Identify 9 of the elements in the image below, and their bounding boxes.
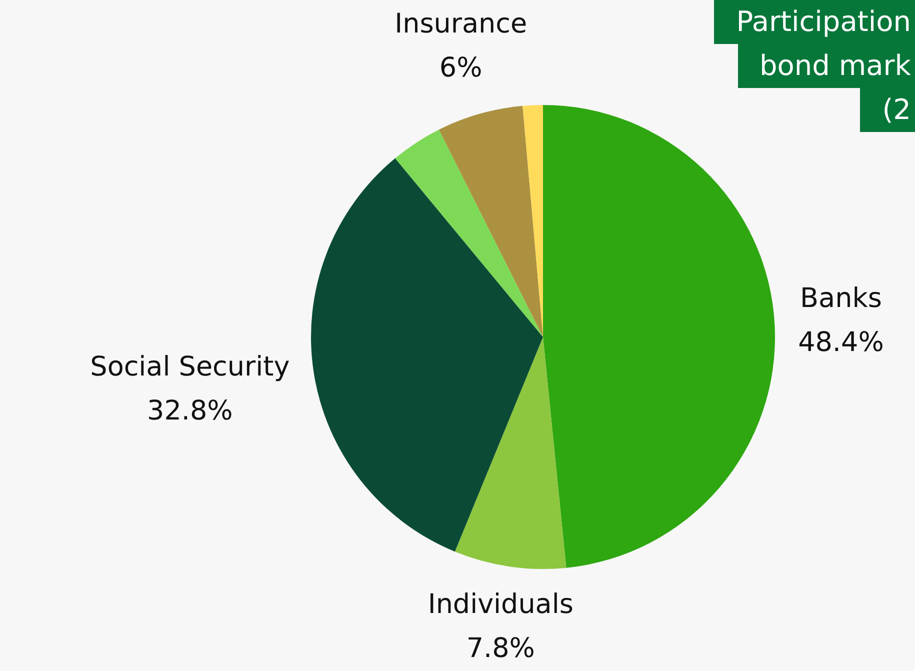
data-label: 48.4% <box>798 327 884 358</box>
data-label: 32.8% <box>147 396 233 427</box>
slice-label: Social Security <box>90 352 290 383</box>
slice-label: Banks <box>800 283 882 314</box>
data-label: 6% <box>439 52 482 84</box>
slice-label: Insurance <box>394 8 528 40</box>
text: Participation bond mark (2 <box>735 4 912 128</box>
data-label: 7.8% <box>466 633 535 664</box>
slice-label: Individuals <box>428 589 574 620</box>
